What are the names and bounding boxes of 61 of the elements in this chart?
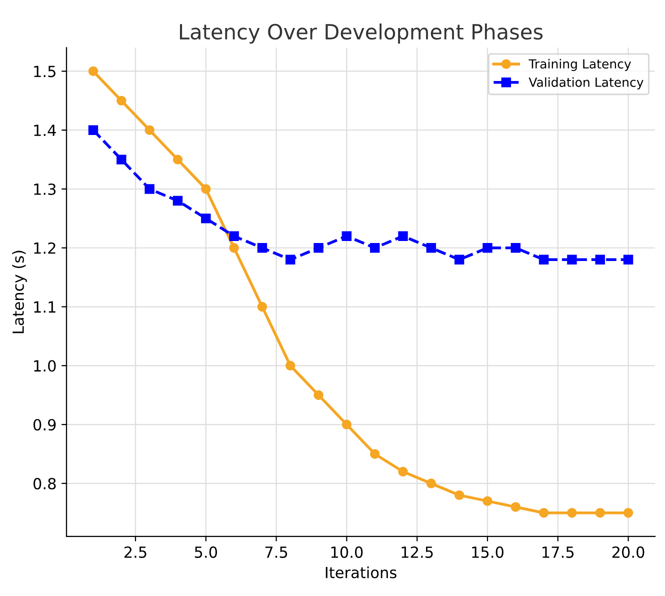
y-tick-label: 1.5 <box>34 66 56 78</box>
point <box>229 231 239 241</box>
y-tick-label: 0.9 <box>33 418 56 431</box>
point <box>426 478 436 488</box>
point <box>538 508 549 518</box>
point <box>116 96 126 106</box>
y-tick-label: 1.2 <box>34 242 56 254</box>
point <box>314 390 324 400</box>
point <box>510 502 520 512</box>
point <box>314 243 324 253</box>
point <box>623 508 634 518</box>
legend-label: Validation Latency <box>528 77 644 90</box>
point <box>144 125 154 135</box>
point <box>172 196 183 206</box>
point <box>229 243 239 253</box>
x-tick-label: 17.5 <box>542 546 574 558</box>
point <box>510 243 520 253</box>
point <box>88 125 98 135</box>
chart-title: Latency Over Development Phases <box>180 24 543 44</box>
y-axis-title: Latency (s) <box>12 250 27 334</box>
point <box>342 231 352 241</box>
x-tick-label: 2.5 <box>124 546 146 558</box>
point <box>567 254 577 265</box>
point <box>116 154 126 164</box>
point <box>144 184 154 194</box>
y-tick-label: 1.4 <box>34 124 56 136</box>
point <box>454 490 464 500</box>
point <box>595 254 605 265</box>
point <box>538 254 549 265</box>
x-tick-label: 7.5 <box>265 546 288 558</box>
x-tick-label: 15.0 <box>472 546 504 558</box>
point <box>398 231 408 241</box>
point <box>286 360 296 371</box>
x-axis-title: Iterations <box>326 566 396 578</box>
point <box>257 243 268 253</box>
point <box>623 254 634 265</box>
point <box>482 243 492 253</box>
point <box>172 154 183 164</box>
point <box>595 508 605 518</box>
point <box>370 449 380 459</box>
x-tick-label: 20.0 <box>612 546 644 558</box>
point <box>88 66 98 76</box>
point <box>286 254 296 265</box>
point <box>567 508 577 518</box>
point <box>454 254 464 265</box>
point <box>398 466 408 476</box>
point <box>482 496 492 506</box>
legend-label: Training Latency <box>528 58 631 72</box>
y-tick-label: 1.0 <box>34 360 56 372</box>
x-tick-label: 5.0 <box>194 546 218 558</box>
y-tick-label: 1.1 <box>34 301 56 313</box>
point <box>370 243 380 253</box>
point <box>426 243 436 253</box>
y-tick-label: 0.8 <box>33 478 56 490</box>
point <box>201 214 211 224</box>
point <box>257 302 268 312</box>
y-tick-label: 1.3 <box>34 183 56 196</box>
x-tick-label: 12.5 <box>402 546 433 558</box>
point <box>342 420 352 430</box>
x-tick-label: 10.0 <box>331 546 363 558</box>
point <box>201 184 211 194</box>
